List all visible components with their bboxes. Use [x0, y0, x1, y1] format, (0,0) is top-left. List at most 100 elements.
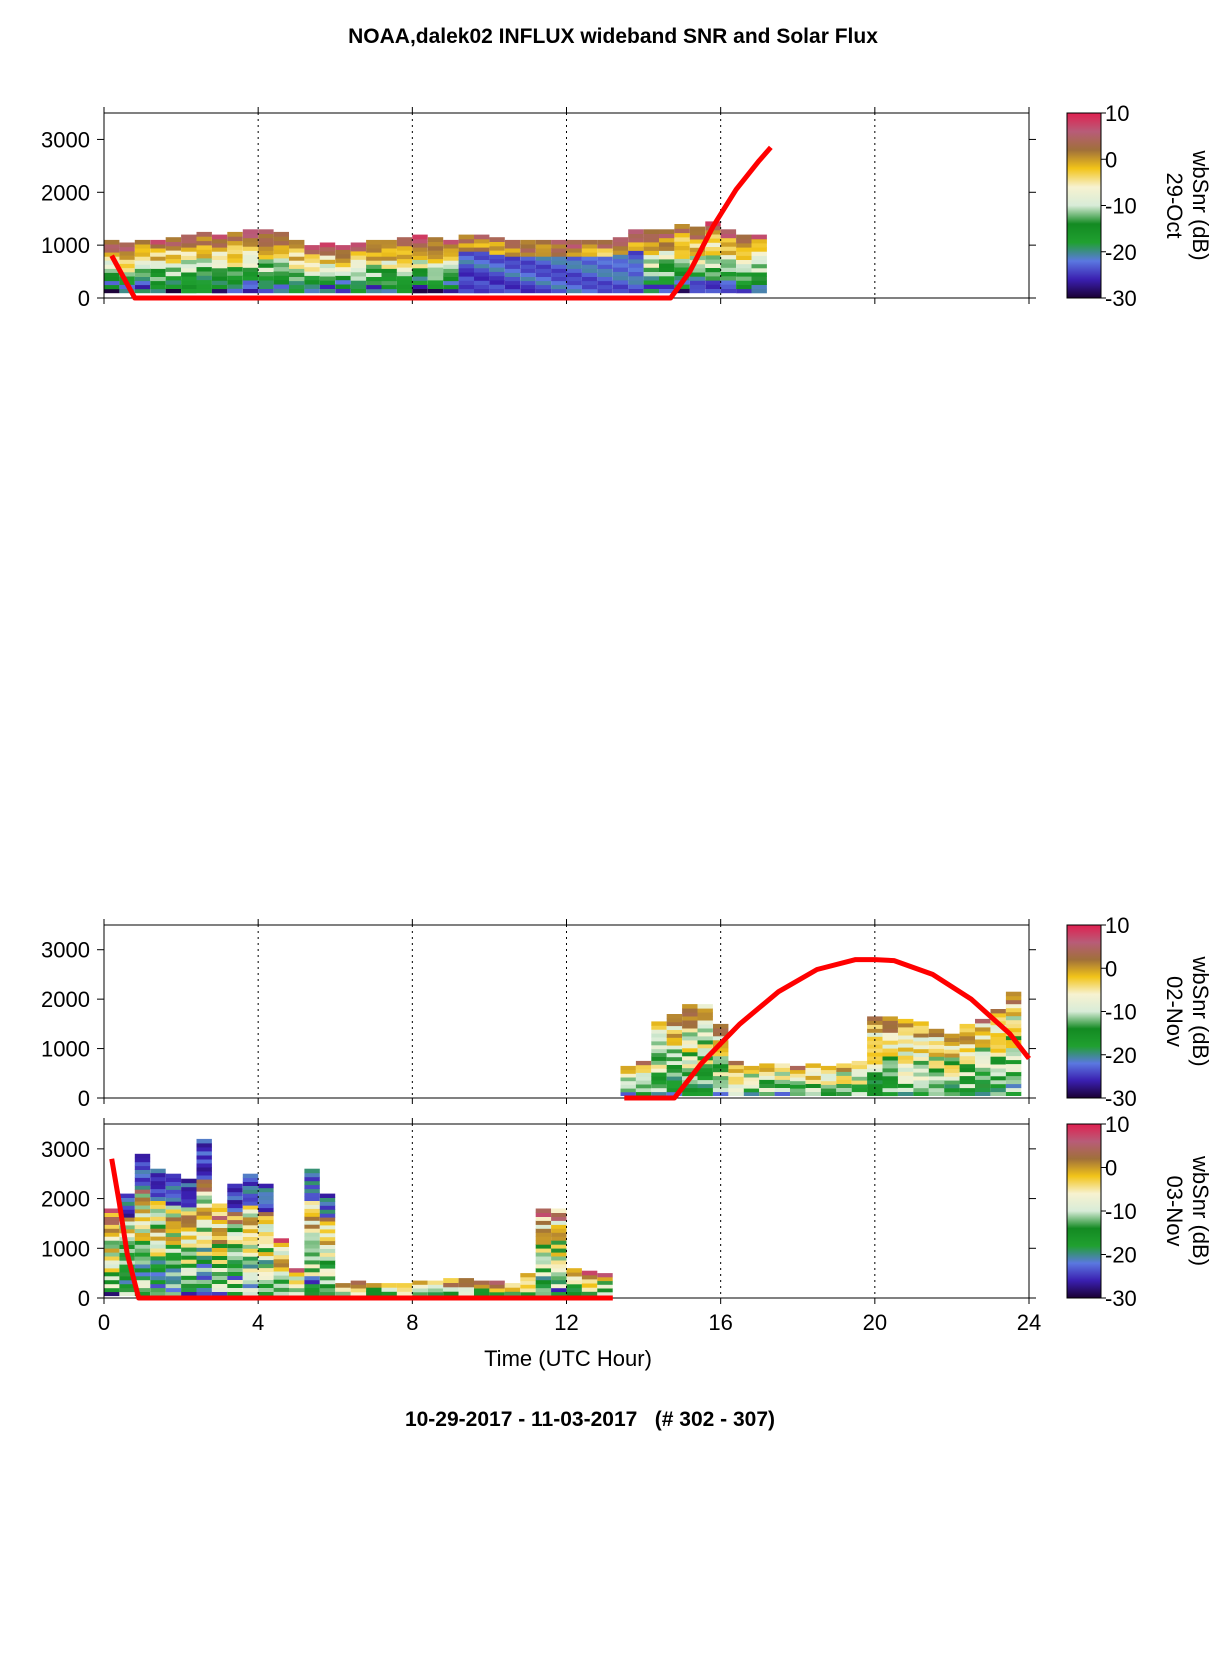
heatmap-cell	[659, 242, 675, 247]
heatmap-cell	[713, 1023, 729, 1029]
heatmap-cell	[211, 1211, 228, 1216]
heatmap-cell	[682, 1039, 698, 1045]
heatmap-cell	[196, 1207, 212, 1212]
heatmap-cell	[635, 1060, 652, 1066]
heatmap-02-Nov	[620, 991, 1022, 1097]
heatmap-cell	[751, 251, 767, 256]
heatmap-cell	[258, 254, 274, 260]
heatmap-cell	[620, 1084, 636, 1089]
heatmap-cell	[335, 249, 351, 255]
heatmap-cell	[381, 239, 397, 245]
panel-date-label: 02-Nov	[1162, 976, 1187, 1047]
heatmap-cell	[1005, 1067, 1022, 1073]
heatmap-cell	[474, 280, 490, 285]
heatmap-cell	[196, 1239, 212, 1244]
heatmap-cell	[736, 242, 752, 248]
heatmap-cell	[366, 284, 382, 290]
heatmap-cell	[682, 1035, 698, 1041]
heatmap-cell	[713, 1075, 729, 1081]
heatmap-cell	[928, 1064, 945, 1069]
heatmap-cell	[273, 1254, 289, 1260]
heatmap-cell	[443, 1282, 459, 1288]
heatmap-cell	[412, 251, 428, 256]
heatmap-cell	[805, 1067, 821, 1072]
heatmap-cell	[242, 1201, 259, 1206]
heatmap-cell	[134, 1212, 151, 1218]
heatmap-cell	[851, 1087, 868, 1093]
heatmap-cell	[119, 1217, 135, 1222]
heatmap-cell	[458, 1286, 474, 1292]
heatmap-cell	[242, 246, 259, 251]
heatmap-cell	[258, 275, 274, 281]
heatmap-cell	[119, 1275, 135, 1281]
x-tick-label: 24	[1017, 1310, 1041, 1335]
heatmap-cell	[289, 260, 305, 265]
heatmap-cell	[504, 284, 521, 290]
heatmap-cell	[181, 238, 197, 244]
heatmap-cell	[119, 1228, 135, 1234]
heatmap-cell	[196, 1167, 212, 1172]
heatmap-cell	[728, 1060, 744, 1066]
heatmap-cell	[273, 266, 289, 272]
heatmap-cell	[489, 275, 505, 281]
panel-date-label: 03-Nov	[1162, 1176, 1187, 1247]
panel-date-label: 29-Oct	[1162, 172, 1187, 238]
heatmap-cell	[666, 1091, 683, 1096]
heatmap-cell	[319, 1205, 336, 1210]
x-axis-label: Time (UTC Hour)	[484, 1346, 652, 1371]
heatmap-cell	[335, 258, 351, 263]
heatmap-cell	[628, 254, 644, 260]
heatmap-cell	[319, 1201, 336, 1206]
y-tick-label: 3000	[41, 1137, 90, 1162]
heatmap-cell	[427, 250, 444, 255]
heatmap-cell	[304, 1244, 320, 1249]
heatmap-cell	[705, 233, 721, 239]
heatmap-cell	[612, 258, 629, 264]
heatmap-cell	[959, 1079, 975, 1085]
heatmap-cell	[304, 249, 320, 255]
heatmap-cell	[458, 288, 474, 294]
heatmap-cell	[759, 1071, 775, 1076]
heatmap-cell	[581, 272, 598, 277]
heatmap-cell	[836, 1083, 852, 1088]
heatmap-cell	[366, 272, 382, 277]
heatmap-cell	[211, 1271, 228, 1276]
heatmap-cell	[651, 1087, 667, 1093]
heatmap-cell	[458, 247, 474, 252]
heatmap-cell	[990, 1079, 1006, 1085]
heatmap-cell	[736, 276, 752, 281]
heatmap-cell	[273, 236, 289, 242]
heatmap-cell	[227, 1227, 243, 1233]
heatmap-cell	[612, 284, 629, 289]
heatmap-cell	[196, 240, 212, 246]
heatmap-cell	[659, 233, 675, 239]
heatmap-cell	[258, 1239, 274, 1245]
heatmap-cell	[319, 1256, 336, 1261]
heatmap-cell	[227, 1271, 243, 1276]
heatmap-cell	[913, 1056, 929, 1061]
heatmap-cell	[1005, 1031, 1022, 1037]
heatmap-cell	[728, 1084, 744, 1089]
heatmap-cell	[119, 246, 135, 252]
heatmap-cell	[520, 260, 536, 265]
heatmap-29-Oct	[104, 221, 767, 294]
heatmap-cell	[181, 267, 197, 273]
heatmap-cell	[612, 254, 629, 260]
heatmap-cell	[350, 255, 367, 260]
heatmap-cell	[165, 271, 182, 277]
heatmap-cell	[289, 256, 305, 261]
heatmap-cell	[689, 280, 706, 285]
heatmap-cell	[720, 242, 737, 247]
heatmap-cell	[705, 263, 721, 268]
heatmap-cell	[535, 1291, 552, 1297]
heatmap-cell	[836, 1079, 852, 1084]
heatmap-cell	[774, 1075, 790, 1080]
heatmap-cell	[913, 1025, 929, 1030]
heatmap-cell	[597, 252, 613, 257]
heatmap-cell	[928, 1028, 945, 1034]
heatmap-cell	[666, 1060, 683, 1065]
heatmap-cell	[196, 275, 212, 281]
heatmap-cell	[304, 1224, 320, 1229]
heatmap-cell	[898, 1047, 914, 1052]
heatmap-cell	[705, 254, 721, 260]
